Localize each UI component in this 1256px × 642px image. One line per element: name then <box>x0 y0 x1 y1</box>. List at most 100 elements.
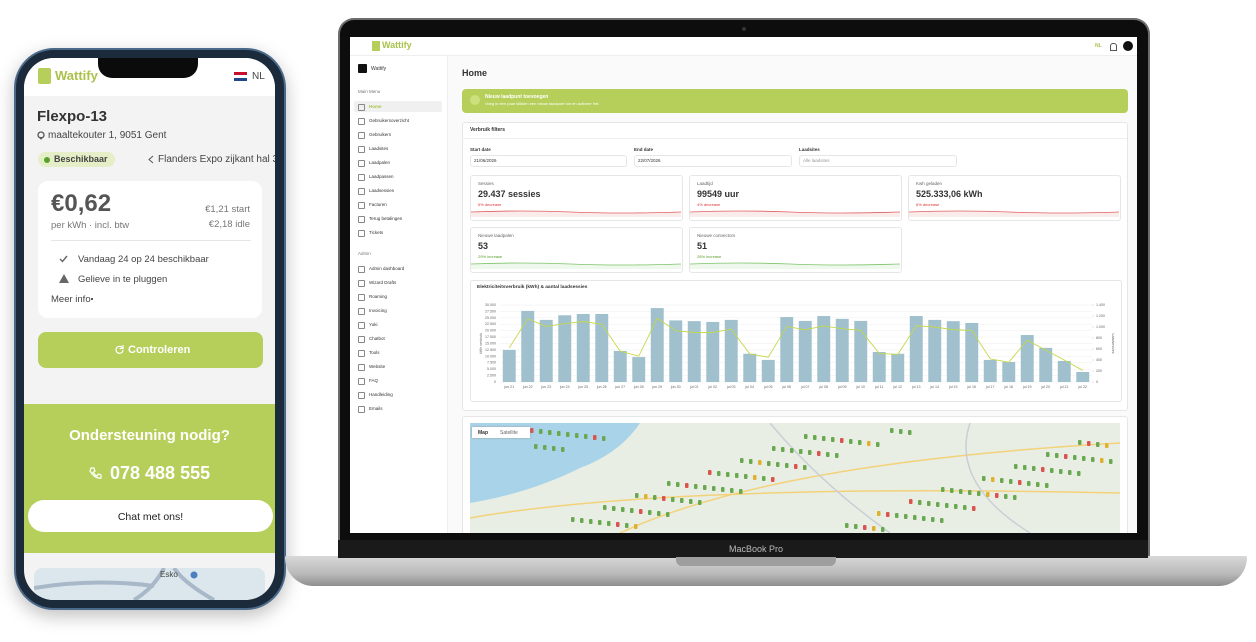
y-axis-label: kWh verbruik <box>479 333 483 354</box>
avatar[interactable] <box>1123 41 1133 51</box>
menu-item[interactable]: Wizard Drafts <box>369 280 397 285</box>
map-marker <box>772 446 776 451</box>
sparkline <box>471 210 681 217</box>
menu-item[interactable]: Website <box>369 364 386 369</box>
sparkline-area <box>690 211 900 217</box>
map-marker <box>1073 455 1077 460</box>
bar <box>1039 347 1053 382</box>
map-marker <box>995 493 999 498</box>
map-roads <box>34 568 215 600</box>
y2-tick-label: 400 <box>1096 358 1102 362</box>
sites-select[interactable] <box>799 155 957 167</box>
chat-label: Chat met ons! <box>117 511 184 523</box>
map-marker <box>607 521 611 526</box>
menu-item[interactable]: Laadsessies <box>369 188 395 193</box>
notch <box>98 58 198 78</box>
menu-item[interactable]: Chatbot <box>369 336 385 341</box>
bar <box>817 316 831 382</box>
location[interactable]: Flanders Expo zijkant hal 3 <box>158 154 275 165</box>
x-tick-label: jul 19 <box>1022 385 1032 389</box>
menu-item[interactable]: Emails <box>369 406 383 411</box>
map-marker <box>708 470 712 475</box>
map-marker <box>790 448 794 453</box>
map-marker <box>904 514 908 519</box>
menu-item[interactable]: FAQ <box>369 378 379 383</box>
menu-icon <box>358 308 365 315</box>
lang[interactable]: NL <box>252 71 265 82</box>
map-marker <box>758 460 762 465</box>
menu-item[interactable]: Tools <box>369 350 380 355</box>
map-marker <box>918 500 922 505</box>
map-marker <box>721 487 725 492</box>
map-marker <box>931 517 935 522</box>
kpi-label: Laadtijd <box>697 181 713 186</box>
sparkline-line <box>471 210 681 214</box>
menu-item[interactable]: Laadsites <box>369 146 389 151</box>
map-marker <box>1004 494 1008 499</box>
menu-item[interactable]: Facturen <box>369 202 387 207</box>
menu-item[interactable]: Roaming <box>369 294 388 299</box>
map[interactable] <box>470 423 1120 533</box>
menu-item[interactable]: Gebruikersoverzicht <box>369 118 410 123</box>
more-info[interactable]: Meer info <box>51 294 91 305</box>
map-marker <box>717 471 721 476</box>
bar <box>1076 371 1090 382</box>
map-marker <box>621 507 625 512</box>
bell[interactable] <box>1110 43 1117 51</box>
banner[interactable] <box>462 89 1128 113</box>
map-marker <box>968 490 972 495</box>
menu-icon <box>358 132 365 139</box>
kpi-change: 29% increase <box>478 254 503 259</box>
map-marker <box>616 522 620 527</box>
menu-item[interactable]: Laadpalen <box>369 160 391 165</box>
map-marker <box>954 504 958 509</box>
bar <box>946 321 960 382</box>
menu-item[interactable]: Tickets <box>369 230 384 235</box>
y-tick-label: 30.000 <box>485 303 496 307</box>
menu-icon <box>358 188 365 195</box>
menu-item[interactable]: Yuki <box>369 322 378 327</box>
end-input[interactable] <box>634 155 792 167</box>
map-marker <box>899 429 903 434</box>
menu-item[interactable]: Handleiding <box>369 392 393 397</box>
chat-button[interactable] <box>28 500 273 532</box>
base-notch <box>676 557 836 566</box>
map-marker <box>630 508 634 513</box>
map-marker <box>712 486 716 491</box>
map-tab[interactable]: Map <box>478 430 488 436</box>
y-tick-label: 7.500 <box>487 361 496 365</box>
map-marker <box>1018 480 1022 485</box>
menu-item[interactable]: Admin dashboard <box>369 266 405 271</box>
workspace[interactable]: Wattify <box>371 66 387 72</box>
menu-item[interactable]: Invoicing <box>369 308 387 313</box>
start-input[interactable] <box>470 155 627 167</box>
map-marker <box>1023 465 1027 470</box>
idle-fee: €2,18 idle <box>208 219 250 230</box>
sidebar <box>350 56 448 533</box>
map-marker <box>602 436 606 441</box>
bar <box>909 316 923 382</box>
station-name: Flexpo-13 <box>37 108 108 125</box>
menu-item[interactable]: Terug betalingen <box>369 216 403 221</box>
logo-icon <box>38 68 51 84</box>
bar <box>724 319 738 382</box>
menu-item[interactable]: Home <box>369 104 382 109</box>
map-marker <box>575 433 579 438</box>
x-tick-label: jul 10 <box>855 385 865 389</box>
bar <box>854 320 868 382</box>
start-fee: €1,21 start <box>205 204 250 215</box>
lang[interactable]: NL <box>1095 43 1102 49</box>
sparkline <box>471 262 681 269</box>
map-marker <box>625 523 629 528</box>
map-marker <box>941 487 945 492</box>
support-phone[interactable]: 078 488 555 <box>110 463 211 483</box>
status-badge: Beschikbaar <box>38 152 115 167</box>
menu-item[interactable]: Laadpassen <box>369 174 394 179</box>
menu-item[interactable]: Gebruikers <box>369 132 392 137</box>
y-tick-label: 10.000 <box>485 354 496 358</box>
map-marker <box>1014 464 1018 469</box>
map-marker <box>648 510 652 515</box>
check-button[interactable] <box>38 332 263 368</box>
map-marker <box>657 511 661 516</box>
map-tab[interactable]: Satellite <box>500 430 518 436</box>
